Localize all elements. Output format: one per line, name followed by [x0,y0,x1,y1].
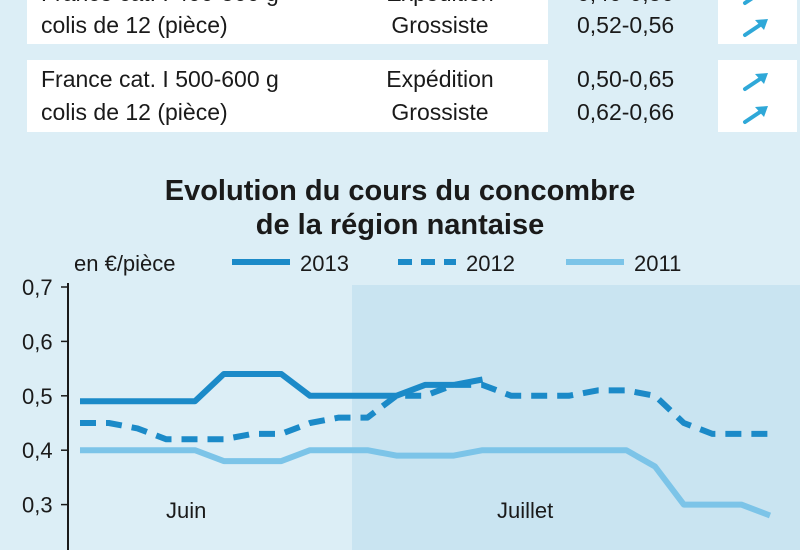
trend-up-icon [743,73,768,91]
y-tick-label: 0,5 [22,384,53,409]
price-range: 0,40-0,50 [577,0,674,10]
y-tick-label: 0,6 [22,329,53,354]
market-stage: Expédition [386,66,494,92]
trend-up-icon [743,19,768,37]
market-stage: Grossiste [391,99,489,125]
price-column-band [548,0,718,44]
y-tick-label: 0,4 [22,438,53,463]
chart-title-line-2: de la région nantaise [255,209,545,241]
price-range: 0,52-0,56 [577,12,675,38]
legend-label-2013: 2013 [300,251,349,276]
price-range: 0,62-0,66 [577,99,675,125]
series-line-2013 [80,371,484,405]
price-range: 0,50-0,65 [577,66,675,92]
legend-label-2011: 2011 [634,251,681,276]
period-label-july: Juillet [497,498,553,523]
market-stage: Grossiste [391,12,489,38]
period-band-july [352,285,800,550]
product-packaging: colis de 12 (pièce) [41,99,228,125]
trend-up-icon [743,0,754,5]
series-line-2012 [80,381,770,443]
chart-title: Evolution du cours du concombre de la ré… [0,174,800,242]
product-packaging: colis de 12 (pièce) [41,12,228,38]
price-group-1: France cat. I 400-500 g colis de 12 (piè… [27,0,797,44]
price-column-band [548,60,718,132]
chart-title-line-1: Evolution du cours du concombre [164,175,636,207]
series-line-2011 [80,447,772,519]
price-group-2: France cat. I 500-600 g colis de 12 (piè… [27,60,797,132]
legend-label-2012: 2012 [466,251,515,276]
y-tick-label: 0,3 [22,493,53,518]
y-tick-label: 0,7 [22,275,53,300]
y-unit-label: en €/pièce [74,251,176,276]
y-tick-label: 0,2 [22,547,53,550]
trend-up-icon [743,106,768,124]
price-table: France cat. I 400-500 g colis de 12 (piè… [0,0,800,156]
product-name: France cat. I 400-500 g [41,0,279,10]
period-label-june: Juin [166,498,206,523]
product-name: France cat. I 500-600 g [41,66,279,92]
market-stage: Expédition [370,0,510,10]
